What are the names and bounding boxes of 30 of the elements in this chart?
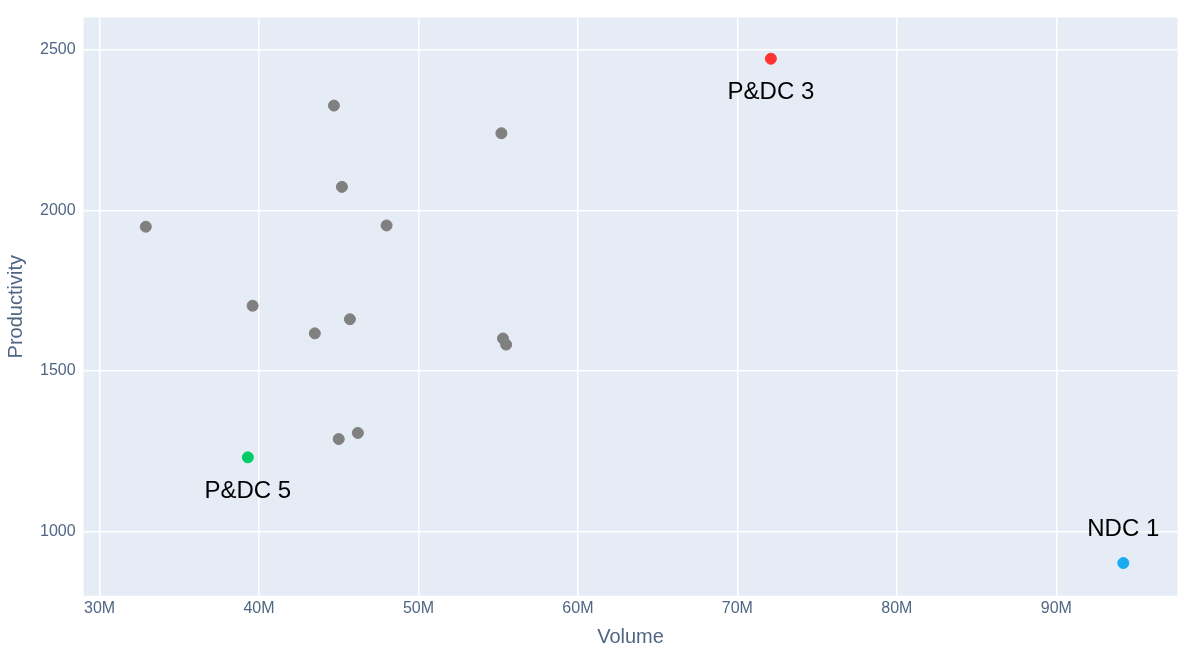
point	[380, 219, 393, 232]
x-tick-label: 30M	[83, 598, 116, 616]
y-axis-title: Productivity	[3, 255, 26, 359]
y-tick-label: 2500	[40, 40, 76, 58]
x-tick-label: 40M	[243, 598, 275, 616]
annotation: NDC 1	[1087, 513, 1160, 541]
point	[1117, 557, 1130, 570]
annotation: P&DC 5	[204, 475, 292, 503]
point	[327, 99, 340, 112]
point	[332, 433, 345, 446]
point	[335, 180, 348, 193]
point	[246, 299, 259, 312]
x-tick-label: 80M	[881, 598, 913, 616]
point	[308, 327, 321, 340]
x-tick-label: 60M	[562, 598, 594, 616]
y-tick-label: 1000	[40, 521, 76, 539]
point	[495, 127, 508, 140]
y-tick-label: 2000	[40, 200, 76, 218]
point	[241, 451, 254, 464]
annotation: P&DC 3	[727, 77, 815, 105]
y-tick-label: 1500	[40, 361, 76, 379]
point	[343, 313, 356, 326]
x-tick-label: 70M	[721, 598, 753, 616]
x-tick-label: 50M	[402, 598, 435, 616]
x-axis-title: Volume	[597, 624, 664, 647]
point	[139, 220, 152, 233]
point	[500, 338, 513, 351]
x-tick-label: 90M	[1040, 598, 1072, 616]
point	[351, 426, 364, 439]
point	[764, 52, 777, 65]
